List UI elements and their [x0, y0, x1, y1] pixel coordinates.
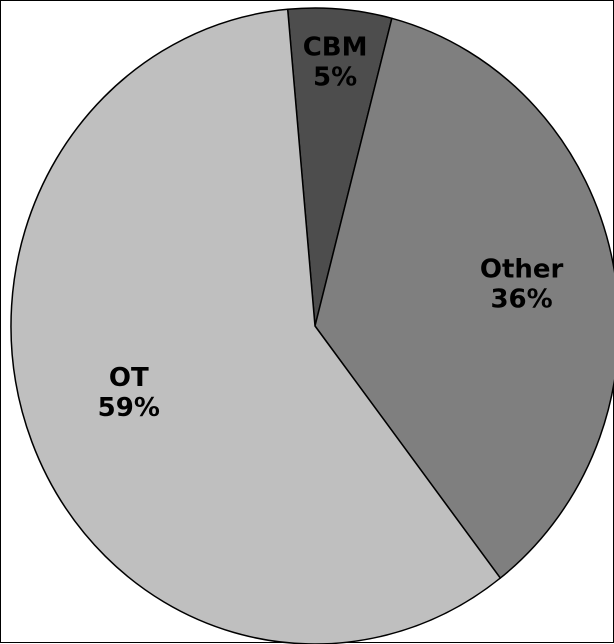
slices-layer: [10, 7, 614, 644]
slice-percent-cbm: 5%: [313, 63, 357, 93]
slice-percent-ot: 59%: [98, 393, 160, 423]
slice-label-cbm: CBM: [303, 33, 368, 63]
slice-label-ot: OT: [109, 363, 149, 393]
slice-percent-other: 36%: [490, 284, 552, 314]
slice-label-other: Other: [480, 254, 564, 284]
pie-slice-other: [314, 17, 614, 579]
pie-slice-ot: [10, 8, 502, 644]
